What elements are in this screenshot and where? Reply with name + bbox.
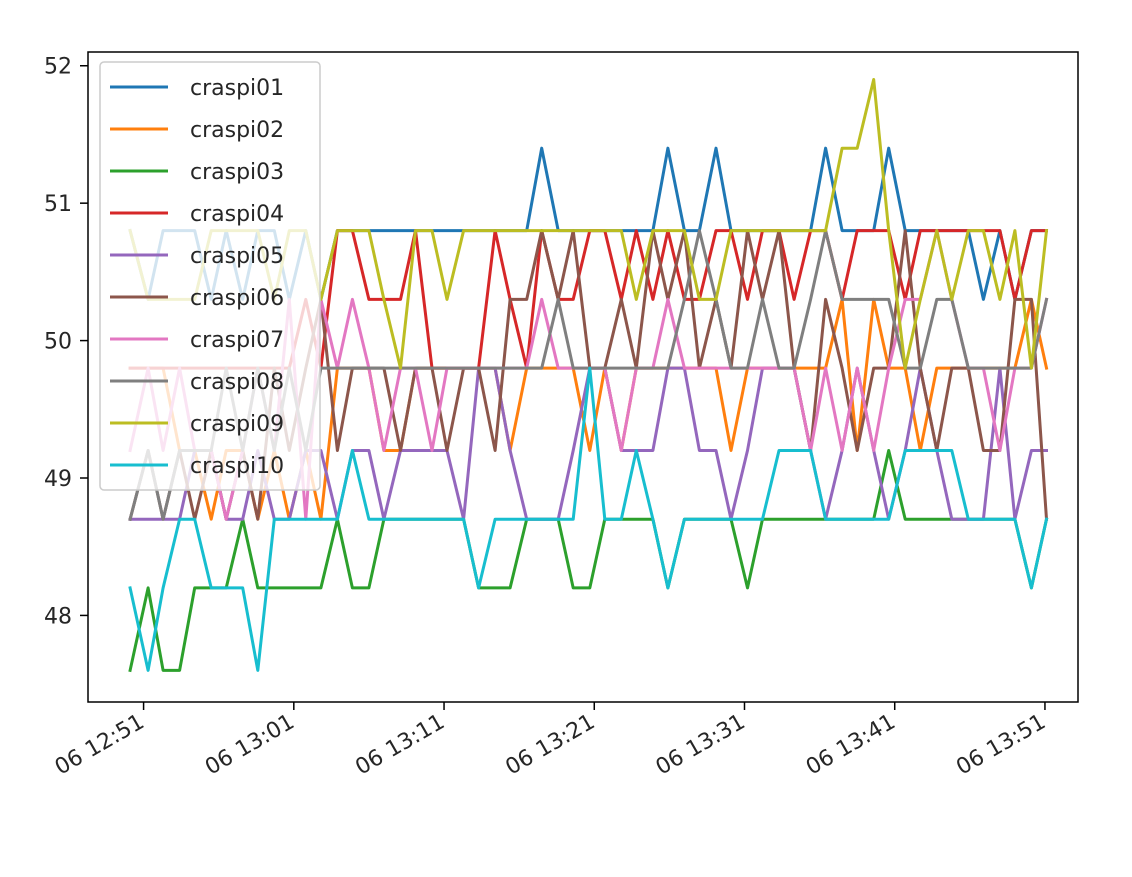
y-tick-label: 52 (44, 55, 72, 80)
plot-area-frame (87, 51, 1079, 703)
legend-label-craspi01: craspi01 (190, 76, 284, 101)
y-tick-label: 51 (44, 192, 72, 217)
y-tick-label: 49 (44, 467, 72, 492)
legend: craspi01 craspi02 craspi03 craspi04 craspi05… (99, 61, 321, 491)
y-tick-label: 50 (44, 330, 72, 355)
legend-label-craspi09: craspi09 (190, 412, 284, 437)
legend-box (99, 61, 321, 491)
y-tick-label: 48 (44, 604, 72, 629)
legend-label-craspi03: craspi03 (190, 160, 284, 185)
series-line-craspi03 (128, 449, 1049, 673)
legend-label-craspi02: craspi02 (190, 118, 284, 143)
legend-label-craspi10: craspi10 (190, 454, 284, 479)
legend-label-craspi07: craspi07 (190, 328, 284, 353)
legend-label-craspi06: craspi06 (190, 286, 284, 311)
legend-label-craspi05: craspi05 (190, 244, 284, 269)
series-line-craspi10 (128, 366, 1049, 672)
y-axis: 48 49 50 51 52 (44, 55, 88, 629)
legend-label-craspi04: craspi04 (190, 202, 284, 227)
legend-label-craspi08: craspi08 (190, 370, 284, 395)
series-line-craspi02 (128, 297, 1049, 521)
